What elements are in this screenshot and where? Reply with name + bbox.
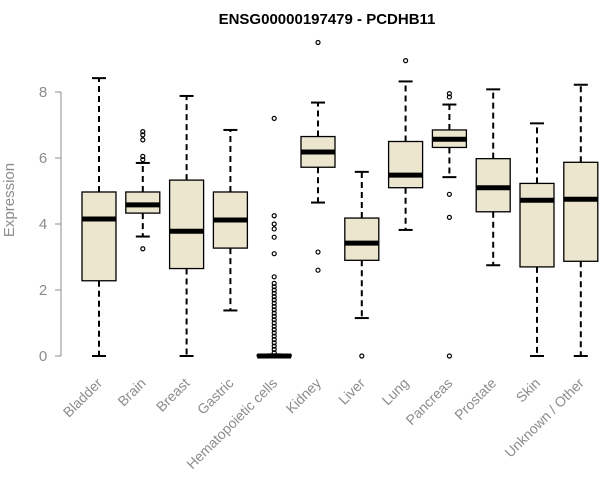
outlier-point	[140, 129, 146, 135]
outlier-point	[140, 153, 146, 159]
outlier-point	[446, 214, 452, 220]
outlier-point	[271, 274, 277, 280]
x-tick-label-lung: Lung	[378, 375, 411, 408]
outlier-point	[271, 284, 277, 290]
x-tick-label-gastric: Gastric	[194, 375, 237, 418]
y-tick-label: 8	[39, 84, 47, 101]
x-tick-label-skin: Skin	[513, 375, 544, 406]
box-prostate	[475, 88, 511, 267]
box-brain	[125, 129, 161, 252]
outlier-point	[271, 294, 277, 300]
outlier-point	[271, 307, 277, 313]
box-iqr	[81, 191, 117, 282]
y-axis-label: Expression	[1, 163, 18, 237]
box-pancreas	[431, 91, 468, 359]
box-series	[81, 39, 599, 359]
outlier-point	[271, 313, 277, 319]
outlier-point	[271, 343, 277, 349]
outlier-point	[271, 330, 277, 336]
x-tick-label-bladder: Bladder	[60, 375, 106, 421]
outlier-point	[315, 39, 321, 46]
x-tick-label-brain: Brain	[114, 375, 148, 409]
outlier-point	[446, 191, 452, 197]
x-tick-label-liver: Liver	[335, 375, 368, 408]
box-bladder	[81, 77, 117, 357]
x-tick-label-kidney: Kidney	[283, 375, 325, 417]
outlier-point	[446, 91, 452, 97]
outlier-point	[271, 336, 277, 343]
outlier-point	[271, 300, 277, 306]
box-unknown-other	[563, 83, 599, 357]
box-gastric	[212, 128, 249, 312]
outlier-point	[140, 157, 146, 163]
box-skin	[519, 122, 555, 357]
outlier-point	[140, 246, 146, 252]
box-iqr	[563, 161, 599, 262]
outlier-point	[271, 115, 277, 122]
outlier-point	[271, 317, 277, 323]
x-tick-label-unknown-other: Unknown / Other	[501, 375, 587, 461]
box-hematopoietic-cells	[256, 115, 292, 359]
box-iqr	[387, 140, 424, 189]
outlier-point	[359, 353, 365, 359]
outlier-point	[271, 327, 277, 333]
x-tick-label-prostate: Prostate	[451, 375, 499, 423]
outlier-point	[315, 267, 321, 273]
outlier-point	[271, 333, 277, 339]
outlier-point	[446, 94, 452, 100]
outlier-point	[271, 303, 277, 310]
outlier-point	[140, 132, 146, 138]
outlier-point	[271, 310, 277, 316]
outlier-point	[271, 350, 277, 356]
outlier-point	[271, 320, 277, 326]
outlier-point	[403, 58, 409, 64]
outlier-point	[271, 221, 277, 227]
chart-title: ENSG00000197479 - PCDHB11	[219, 11, 436, 28]
outlier-point	[140, 137, 146, 143]
y-tick-label: 6	[39, 150, 47, 167]
box-iqr	[344, 217, 380, 261]
box-iqr	[519, 182, 555, 268]
box-kidney	[300, 39, 336, 273]
outlier-point	[271, 290, 277, 296]
outlier-point	[271, 287, 277, 293]
outlier-point	[271, 280, 277, 286]
box-iqr	[168, 179, 205, 270]
outlier-point	[271, 323, 277, 329]
outlier-point	[315, 249, 321, 255]
outlier-point	[271, 234, 277, 240]
y-tick-label: 2	[39, 282, 47, 299]
outlier-point	[271, 226, 277, 232]
outlier-point	[271, 346, 277, 352]
y-tick-label: 4	[39, 216, 47, 233]
box-lung	[387, 58, 424, 231]
outlier-point	[271, 297, 277, 303]
outlier-point	[271, 340, 277, 346]
outlier-point	[271, 251, 277, 257]
outlier-point	[271, 213, 277, 219]
x-tick-label-breast: Breast	[153, 375, 193, 415]
y-tick-label: 0	[39, 348, 47, 365]
outlier-point	[446, 353, 452, 359]
box-liver	[344, 170, 380, 359]
box-breast	[168, 94, 205, 357]
y-axis-ticks: 0 2 4 6 8	[39, 84, 61, 365]
x-tick-label-pancreas: Pancreas	[402, 375, 455, 428]
